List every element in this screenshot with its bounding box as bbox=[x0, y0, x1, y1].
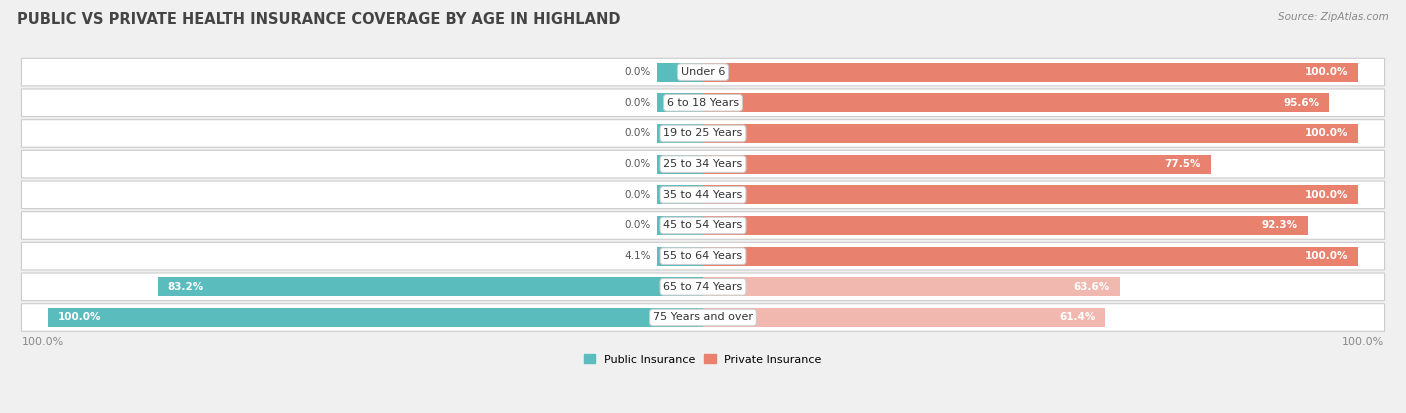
Text: 55 to 64 Years: 55 to 64 Years bbox=[664, 251, 742, 261]
Bar bbox=[657, 63, 703, 82]
Text: 61.4%: 61.4% bbox=[1059, 313, 1095, 323]
Bar bbox=[703, 154, 1211, 173]
Text: 25 to 34 Years: 25 to 34 Years bbox=[664, 159, 742, 169]
Text: 100.0%: 100.0% bbox=[58, 313, 101, 323]
Text: 100.0%: 100.0% bbox=[1305, 67, 1348, 77]
FancyBboxPatch shape bbox=[21, 273, 1385, 301]
Text: 45 to 54 Years: 45 to 54 Years bbox=[664, 221, 742, 230]
Bar bbox=[703, 216, 1308, 235]
Text: 100.0%: 100.0% bbox=[1305, 128, 1348, 138]
Text: 0.0%: 0.0% bbox=[624, 128, 651, 138]
Bar bbox=[703, 277, 1119, 297]
FancyBboxPatch shape bbox=[21, 58, 1385, 86]
Text: Under 6: Under 6 bbox=[681, 67, 725, 77]
Text: 63.6%: 63.6% bbox=[1074, 282, 1109, 292]
Text: 92.3%: 92.3% bbox=[1261, 221, 1298, 230]
Text: Source: ZipAtlas.com: Source: ZipAtlas.com bbox=[1278, 12, 1389, 22]
Bar bbox=[657, 308, 703, 327]
Bar bbox=[657, 154, 703, 173]
FancyBboxPatch shape bbox=[21, 89, 1385, 116]
Bar bbox=[657, 124, 703, 143]
FancyBboxPatch shape bbox=[21, 181, 1385, 209]
Text: 0.0%: 0.0% bbox=[624, 221, 651, 230]
Bar bbox=[703, 185, 1358, 204]
Bar bbox=[657, 185, 703, 204]
Text: 0.0%: 0.0% bbox=[624, 67, 651, 77]
Bar bbox=[703, 247, 1358, 266]
Bar bbox=[657, 93, 703, 112]
Bar bbox=[676, 247, 703, 266]
Text: 100.0%: 100.0% bbox=[1305, 251, 1348, 261]
FancyBboxPatch shape bbox=[21, 150, 1385, 178]
Text: 6 to 18 Years: 6 to 18 Years bbox=[666, 98, 740, 108]
FancyBboxPatch shape bbox=[21, 242, 1385, 270]
Text: 75 Years and over: 75 Years and over bbox=[652, 313, 754, 323]
Bar bbox=[703, 124, 1358, 143]
Bar bbox=[657, 247, 703, 266]
Bar bbox=[703, 93, 1330, 112]
Bar bbox=[157, 277, 703, 297]
Text: 35 to 44 Years: 35 to 44 Years bbox=[664, 190, 742, 200]
Legend: Public Insurance, Private Insurance: Public Insurance, Private Insurance bbox=[579, 350, 827, 369]
Text: 19 to 25 Years: 19 to 25 Years bbox=[664, 128, 742, 138]
Text: 100.0%: 100.0% bbox=[1343, 337, 1385, 347]
Bar bbox=[703, 308, 1105, 327]
Text: 4.1%: 4.1% bbox=[624, 251, 651, 261]
Bar bbox=[657, 277, 703, 297]
Text: 0.0%: 0.0% bbox=[624, 190, 651, 200]
Bar bbox=[703, 63, 1358, 82]
Text: 65 to 74 Years: 65 to 74 Years bbox=[664, 282, 742, 292]
Bar bbox=[48, 308, 703, 327]
Text: 83.2%: 83.2% bbox=[167, 282, 204, 292]
Text: 95.6%: 95.6% bbox=[1284, 98, 1320, 108]
Bar bbox=[657, 216, 703, 235]
FancyBboxPatch shape bbox=[21, 304, 1385, 331]
Text: 100.0%: 100.0% bbox=[1305, 190, 1348, 200]
Text: 100.0%: 100.0% bbox=[21, 337, 63, 347]
Text: PUBLIC VS PRIVATE HEALTH INSURANCE COVERAGE BY AGE IN HIGHLAND: PUBLIC VS PRIVATE HEALTH INSURANCE COVER… bbox=[17, 12, 620, 27]
Text: 77.5%: 77.5% bbox=[1164, 159, 1201, 169]
FancyBboxPatch shape bbox=[21, 120, 1385, 147]
Text: 0.0%: 0.0% bbox=[624, 159, 651, 169]
Text: 0.0%: 0.0% bbox=[624, 98, 651, 108]
FancyBboxPatch shape bbox=[21, 212, 1385, 239]
